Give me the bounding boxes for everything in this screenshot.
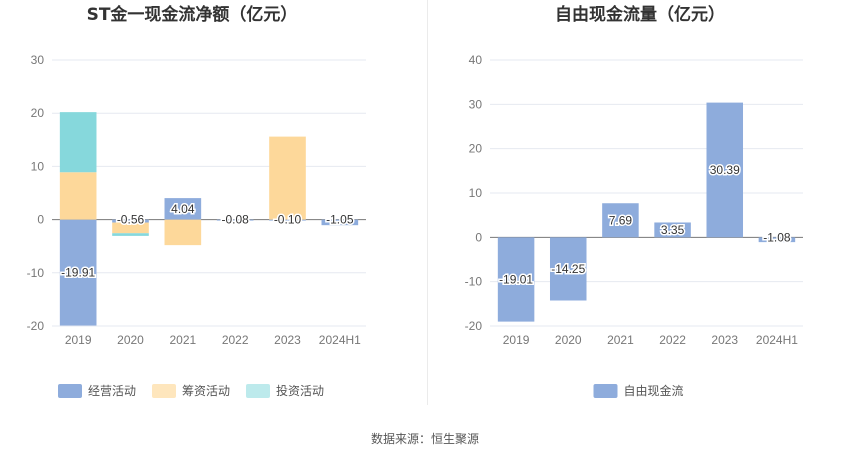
x-tick-label: 2019 [503,333,530,347]
bar-筹资活动 [59,172,97,220]
data-label: -1.08 [763,230,791,244]
x-tick-label: 2019 [65,333,92,347]
legend-swatch [58,384,82,398]
legend-label: 经营活动 [88,384,136,398]
bar-投资活动 [59,112,97,173]
x-tick-label: 2021 [169,333,196,347]
bar-筹资活动 [269,136,306,220]
panel-divider [427,0,428,405]
y-tick-label: 10 [31,159,45,173]
y-tick-label: -20 [465,319,483,333]
bar-筹资活动 [164,219,202,246]
x-tick-label: 2024H1 [319,333,361,347]
bar-自由现金流 [549,237,587,301]
data-label: 3.35 [661,223,685,237]
bar-自由现金流 [706,102,744,238]
legend-label: 筹资活动 [182,384,230,398]
bar-经营活动 [216,219,254,221]
x-tick-label: 2020 [117,333,144,347]
bar-自由现金流 [497,237,535,322]
y-tick-label: 40 [469,53,483,67]
y-tick-label: 20 [31,106,45,120]
x-tick-label: 2023 [711,333,738,347]
data-label: -14.25 [551,262,585,276]
y-tick-label: 10 [469,186,483,200]
data-label: -19.01 [499,272,533,286]
bar-经营活动 [59,219,97,326]
chart-title: ST金一现金流净额（亿元） [87,4,298,25]
chart-title: 自由现金流量（亿元） [555,4,725,25]
source-note: 数据来源：恒生聚源 [370,432,479,446]
legend-label: 投资活动 [276,383,324,398]
data-label: 4.04 [171,202,195,216]
y-tick-label: 20 [469,142,483,156]
bar-自由现金流 [758,237,796,243]
y-tick-label: -10 [27,266,45,280]
x-tick-label: 2020 [555,333,582,347]
data-label: 30.39 [710,163,740,177]
bar-自由现金流 [654,222,691,238]
y-tick-label: 30 [469,97,483,111]
y-tick-label: 0 [37,213,44,227]
y-tick-label: 0 [475,230,482,244]
y-tick-label: 30 [31,53,45,67]
legend-swatch [593,384,618,398]
x-tick-label: 2023 [274,333,301,347]
bar-自由现金流 [602,203,639,238]
bar-经营活动 [269,219,306,221]
bar-经营活动 [112,219,149,223]
bar-筹资活动 [112,222,149,234]
x-tick-label: 2022 [222,333,249,347]
legend-swatch [246,384,270,398]
data-label: -0.10 [274,213,302,227]
data-label: 7.69 [609,213,633,227]
y-tick-label: -10 [465,275,483,289]
bar-经营活动 [321,219,359,226]
legend-swatch [152,384,176,398]
x-tick-label: 2024H1 [756,333,798,347]
legend-label: 自由现金流 [624,383,684,398]
data-label: -0.08 [221,213,249,227]
y-tick-label: -20 [27,319,45,333]
bar-经营活动 [164,198,202,220]
x-tick-label: 2021 [607,333,634,347]
bar-投资活动 [112,233,149,236]
data-label: -1.05 [326,213,354,227]
x-tick-label: 2022 [659,333,686,347]
data-label: -19.91 [61,266,95,280]
data-label: -0.56 [117,213,145,227]
